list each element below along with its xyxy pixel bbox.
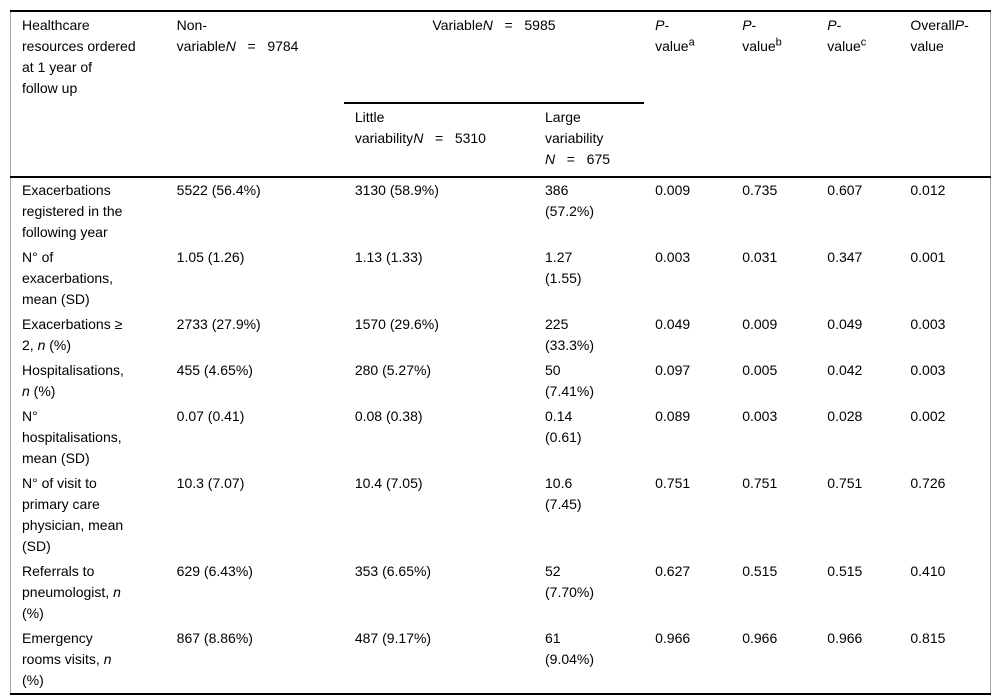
cell: 386 (57.2%): [545, 182, 595, 219]
header-row-top: Healthcare resources ordered at 1 year o…: [11, 11, 991, 104]
cell: 0.07 (0.41): [176, 408, 245, 424]
cell: 0.009: [742, 316, 778, 332]
cell: 0.515: [742, 563, 778, 579]
cell: 52 (7.70%): [545, 563, 595, 600]
header-row-sub: Little variabilityN = 5310 Large variabi…: [11, 103, 991, 177]
cell: 1570 (29.6%): [354, 316, 439, 332]
table-row: N° of exacerbations, mean (SD) 1.05 (1.26…: [11, 245, 991, 312]
cell: 0.08 (0.38): [354, 408, 423, 424]
table-body: Exacerbations registered in the followin…: [11, 177, 991, 694]
header-healthcare-resources: Healthcare resources ordered at 1 year o…: [22, 17, 136, 96]
cell: 0.966: [742, 630, 778, 646]
row-label: N° hospitalisations, mean (SD): [22, 408, 122, 466]
cell: 0.005: [742, 362, 778, 378]
cell: 0.751: [742, 475, 778, 491]
cell: 3130 (58.9%): [354, 182, 439, 198]
table-figure: Healthcare resources ordered at 1 year o…: [10, 10, 991, 695]
table-header: Healthcare resources ordered at 1 year o…: [10, 11, 991, 177]
cell: 0.410: [910, 563, 946, 579]
cell: 0.726: [910, 475, 946, 491]
cell: 0.012: [910, 182, 946, 198]
row-label: N° of exacerbations, mean (SD): [22, 249, 114, 307]
table-row: Exacerbations ≥ 2, n (%) 2733 (27.9%) 1570…: [11, 312, 991, 358]
cell: 0.097: [655, 362, 691, 378]
header-large-variability: Large variability N = 675: [545, 109, 611, 167]
cell: 455 (4.65%): [176, 362, 253, 378]
cell: 5522 (56.4%): [176, 182, 261, 198]
cell: 2733 (27.9%): [176, 316, 261, 332]
cell: 1.13 (1.33): [354, 249, 423, 265]
healthcare-resources-table: Healthcare resources ordered at 1 year o…: [10, 10, 991, 695]
cell: 225 (33.3%): [545, 316, 595, 353]
row-label: Emergency rooms visits, n (%): [22, 630, 112, 688]
cell: 0.049: [655, 316, 691, 332]
cell: 0.815: [910, 630, 946, 646]
cell: 0.735: [742, 182, 778, 198]
cell: 0.002: [910, 408, 946, 424]
table-row: Referrals to pneumologist, n (%) 629 (6.4…: [11, 559, 991, 626]
table-row: N° hospitalisations, mean (SD) 0.07 (0.41…: [11, 404, 991, 471]
cell: 0.028: [827, 408, 863, 424]
cell: 629 (6.43%): [176, 563, 253, 579]
cell: 0.003: [910, 362, 946, 378]
cell: 1.05 (1.26): [176, 249, 245, 265]
cell: 10.3 (7.07): [176, 475, 245, 491]
header-p-value-a: P-valuea: [655, 17, 695, 54]
cell: 0.751: [827, 475, 863, 491]
table-row: Exacerbations registered in the followin…: [11, 177, 991, 245]
header-p-value-b: P-valueb: [742, 17, 782, 54]
cell: 10.4 (7.05): [354, 475, 423, 491]
cell: 0.003: [742, 408, 778, 424]
cell: 867 (8.86%): [176, 630, 253, 646]
cell: 0.627: [655, 563, 691, 579]
cell: 0.607: [827, 182, 863, 198]
cell: 0.14 (0.61): [545, 408, 582, 445]
cell: 0.003: [910, 316, 946, 332]
cell: 10.6 (7.45): [545, 475, 582, 512]
cell: 353 (6.65%): [354, 563, 432, 579]
cell: 61 (9.04%): [545, 630, 595, 667]
cell: 50 (7.41%): [545, 362, 595, 399]
header-variable-group: VariableN = 5985: [343, 11, 645, 104]
header-non-variable: Non-variableN = 9784: [176, 17, 299, 54]
cell: 0.031: [742, 249, 778, 265]
cell: 0.966: [655, 630, 691, 646]
header-overall-p-value: OverallP-value: [910, 17, 969, 54]
row-label: N° of visit to primary care physician, m…: [22, 475, 124, 554]
cell: 0.009: [655, 182, 691, 198]
cell: 0.001: [910, 249, 946, 265]
cell: 0.515: [827, 563, 863, 579]
row-label: Hospitalisations, n (%): [22, 362, 124, 399]
row-label: Exacerbations registered in the followin…: [22, 182, 123, 240]
table-row: Hospitalisations, n (%) 455 (4.65%) 280 (5…: [11, 358, 991, 404]
header-p-value-c: P-valuec: [827, 17, 867, 54]
header-little-variability: Little variabilityN = 5310: [354, 109, 486, 146]
table-row: Emergency rooms visits, n (%) 867 (8.86%)…: [11, 626, 991, 694]
cell: 280 (5.27%): [354, 362, 432, 378]
row-label: Referrals to pneumologist, n (%): [22, 563, 121, 621]
cell: 0.347: [827, 249, 863, 265]
cell: 0.751: [655, 475, 691, 491]
table-row: N° of visit to primary care physician, m…: [11, 471, 991, 559]
cell: 0.003: [655, 249, 691, 265]
row-label: Exacerbations ≥ 2, n (%): [22, 316, 123, 353]
cell: 0.042: [827, 362, 863, 378]
cell: 487 (9.17%): [354, 630, 432, 646]
cell: 0.089: [655, 408, 691, 424]
cell: 0.966: [827, 630, 863, 646]
cell: 0.049: [827, 316, 863, 332]
cell: 1.27 (1.55): [545, 249, 582, 286]
